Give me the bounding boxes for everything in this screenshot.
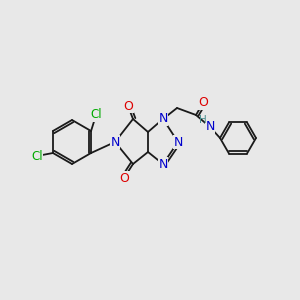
Text: Cl: Cl: [31, 149, 43, 163]
Text: O: O: [119, 172, 129, 184]
Text: N: N: [205, 121, 215, 134]
Text: N: N: [173, 136, 183, 148]
Text: N: N: [158, 112, 168, 125]
Text: O: O: [198, 97, 208, 110]
Text: O: O: [123, 100, 133, 112]
Text: Cl: Cl: [90, 109, 102, 122]
Text: N: N: [110, 136, 120, 148]
Text: H: H: [199, 115, 207, 125]
Text: N: N: [158, 158, 168, 170]
